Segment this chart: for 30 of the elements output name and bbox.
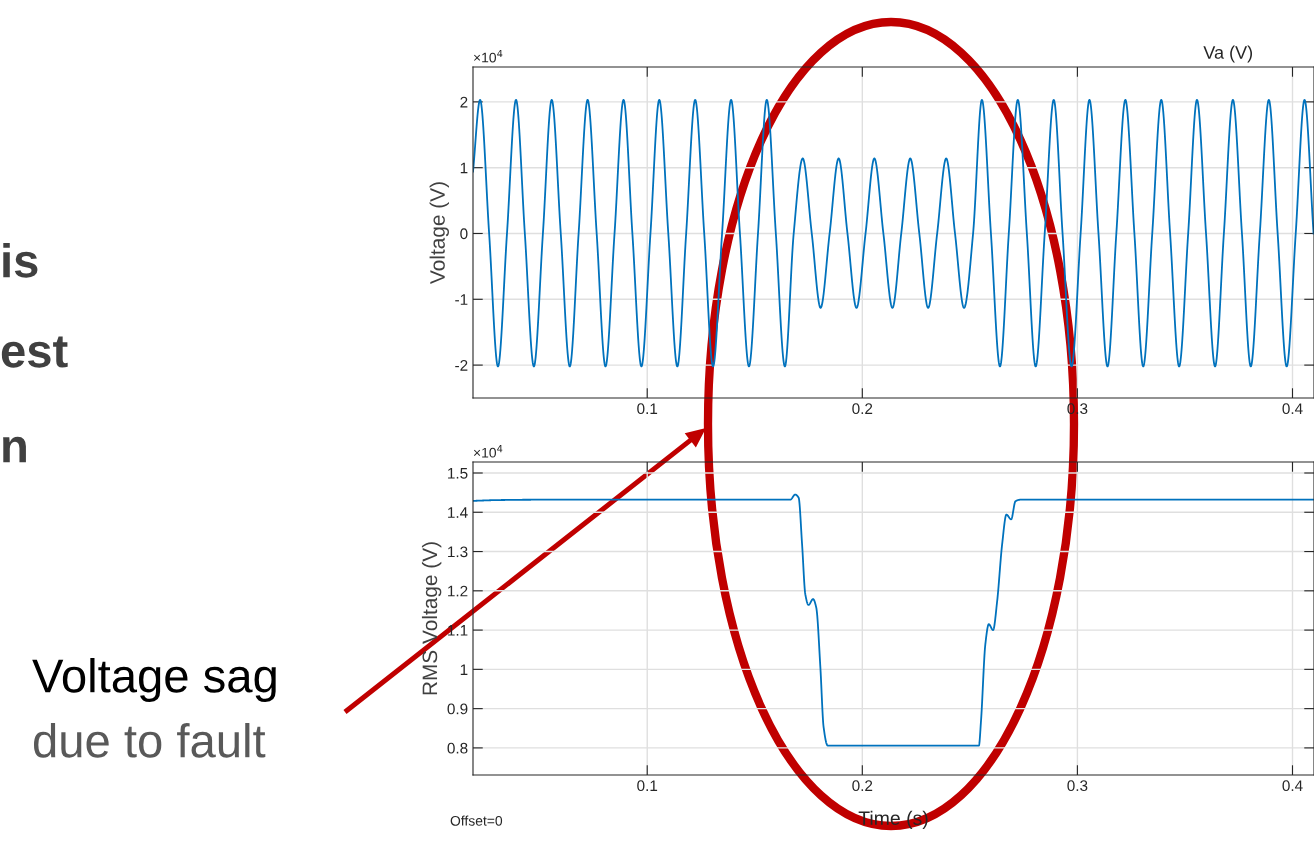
y-tick-label: 1.4 bbox=[448, 507, 468, 518]
y-tick-label: 1.5 bbox=[448, 468, 468, 479]
y-tick-label: -2 bbox=[455, 359, 468, 371]
y-axis-title: RMS Voltage (V) bbox=[421, 542, 442, 695]
text: Offset=0 bbox=[450, 815, 503, 826]
text: Voltage sag bbox=[32, 657, 276, 703]
text: is bbox=[3, 242, 38, 278]
x-tick-label: 0.2 bbox=[852, 403, 873, 415]
y-tick-label: 0 bbox=[460, 228, 468, 240]
x-tick-label: 0.4 bbox=[1282, 780, 1303, 792]
text: ×10$^{4}$ bbox=[473, 49, 503, 63]
y-tick-label: 0.8 bbox=[447, 742, 468, 754]
y-tick-label: 1 bbox=[460, 162, 468, 174]
y-tick-label: 1.3 bbox=[448, 546, 468, 558]
x-tick-label: 0.3 bbox=[1067, 780, 1088, 792]
y-tick-label: 0.9 bbox=[447, 703, 468, 715]
text: ×10$^{4}$ bbox=[473, 445, 503, 458]
x-tick-label: 0.4 bbox=[1282, 403, 1303, 415]
y-tick-label: 1 bbox=[460, 664, 468, 675]
x-tick-label: 0.2 bbox=[852, 780, 873, 792]
chart-title: Va (V) bbox=[1203, 45, 1253, 63]
text: due to fault bbox=[33, 722, 266, 758]
text: est bbox=[1, 336, 68, 368]
y-tick-label: 2 bbox=[460, 96, 468, 108]
x-tick-label: 0.1 bbox=[637, 780, 658, 792]
y-tick-label: -1 bbox=[455, 294, 468, 305]
y-tick-label: 1.2 bbox=[448, 585, 468, 597]
x-tick-label: 0.1 bbox=[637, 403, 658, 415]
text: n bbox=[3, 436, 26, 463]
y-axis-title: Voltage (V) bbox=[429, 182, 449, 284]
